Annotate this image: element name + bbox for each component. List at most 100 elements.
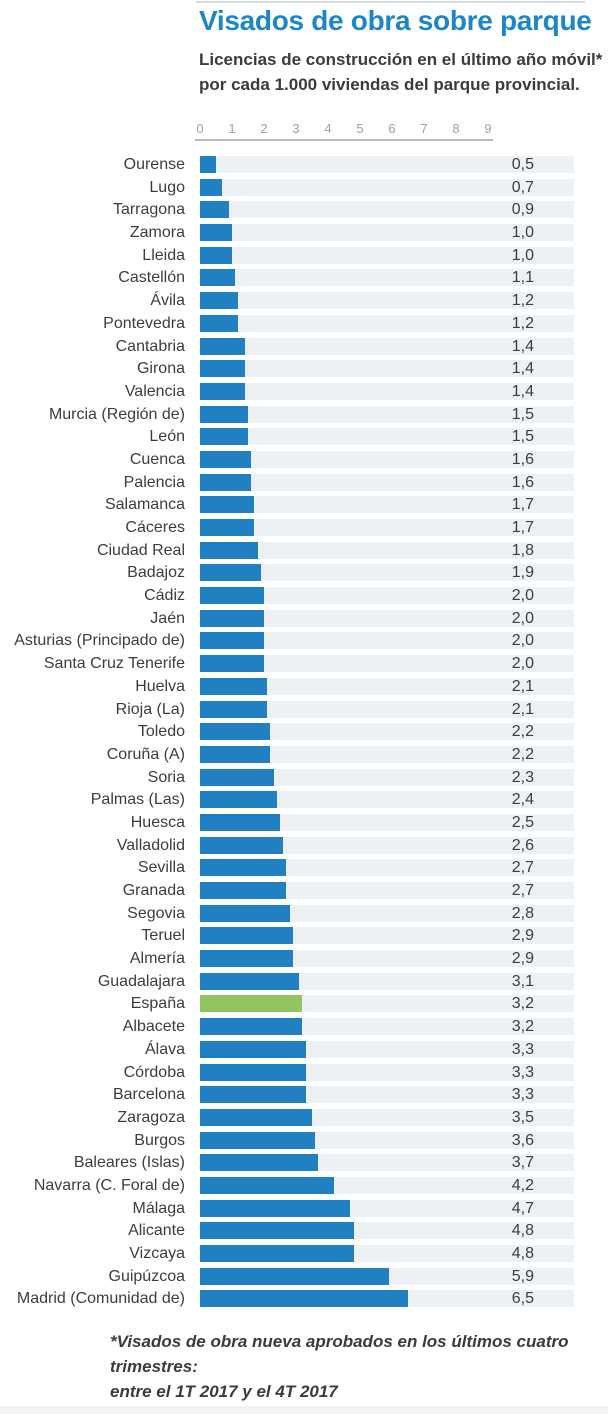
bar	[200, 655, 264, 673]
axis-tick-label: 8	[452, 121, 460, 136]
bar	[200, 723, 271, 741]
bar	[200, 519, 255, 536]
row-value: 2,2	[511, 745, 534, 763]
row-value: 1,5	[511, 428, 534, 446]
bar	[200, 405, 248, 423]
bar-track: 3,7	[200, 1154, 574, 1172]
bar-track: 2,0	[200, 655, 574, 673]
bar-track: 1,0	[200, 246, 574, 264]
chart-row: Lleida 1,0	[0, 246, 608, 264]
row-value: 2,1	[511, 677, 534, 695]
bar	[200, 1245, 354, 1262]
chart-row: Valencia 1,4	[0, 382, 608, 400]
row-label: Baleares (Islas)	[73, 1154, 185, 1172]
bar-track: 0,5	[200, 156, 574, 173]
row-value: 3,2	[511, 1018, 534, 1036]
bar-track: 2,1	[200, 677, 574, 695]
bar-track: 1,9	[200, 564, 574, 582]
chart-row: Tarragona 0,9	[0, 201, 608, 219]
bar	[200, 1267, 389, 1285]
bar-track: 1,7	[200, 519, 574, 536]
chart-row: Lugo 0,7	[0, 178, 608, 196]
bar-track: 1,6	[200, 450, 574, 468]
chart-row: Córdoba 3,3	[0, 1063, 608, 1081]
row-label: Lleida	[142, 246, 185, 264]
chart-row: Alicante 4,8	[0, 1222, 608, 1240]
row-label: Girona	[136, 360, 185, 378]
chart-row: Barcelona 3,3	[0, 1086, 608, 1104]
chart-row: Cáceres 1,7	[0, 519, 608, 536]
row-label: Segovia	[127, 904, 185, 922]
top-rule	[196, 1, 585, 3]
chart-row: Toledo 2,2	[0, 723, 608, 741]
chart-row: Palencia 1,6	[0, 473, 608, 491]
bar	[200, 564, 261, 582]
chart-row: Palmas (Las) 2,4	[0, 791, 608, 809]
chart-row: Coruña (A) 2,2	[0, 745, 608, 763]
chart-row: Pontevedra 1,2	[0, 314, 608, 332]
chart-row: Jaén 2,0	[0, 609, 608, 627]
bar	[200, 382, 245, 400]
bar-track: 1,4	[200, 360, 574, 378]
row-value: 2,1	[511, 700, 534, 718]
bar	[200, 1154, 319, 1172]
row-value: 3,3	[511, 1086, 534, 1104]
bar-track: 2,7	[200, 882, 574, 899]
bar	[200, 450, 252, 468]
row-value: 2,9	[511, 927, 534, 945]
bar-track: 1,2	[200, 292, 574, 310]
bar	[200, 1040, 306, 1058]
bar	[200, 201, 229, 219]
chart-row: Ourense 0,5	[0, 156, 608, 173]
bar	[200, 632, 264, 650]
bar-track: 4,7	[200, 1199, 574, 1217]
chart-row: Huesca 2,5	[0, 813, 608, 831]
bar-track: 3,3	[200, 1063, 574, 1081]
row-label: Palmas (Las)	[90, 791, 185, 809]
row-label: Burgos	[134, 1131, 185, 1149]
row-label: Santa Cruz Tenerife	[43, 655, 185, 673]
bar	[200, 950, 293, 968]
bar-track: 1,4	[200, 337, 574, 355]
bar	[200, 677, 268, 695]
bar	[200, 1199, 351, 1217]
row-value: 3,3	[511, 1040, 534, 1058]
bar	[200, 587, 264, 605]
row-label: Ávila	[150, 292, 185, 310]
row-label: Murcia (Región de)	[48, 405, 185, 423]
row-value: 4,8	[511, 1245, 534, 1262]
bar-track: 1,5	[200, 405, 574, 423]
chart-subtitle-line2: por cada 1.000 viviendas del parque prov…	[199, 75, 580, 94]
bar-track: 1,6	[200, 473, 574, 491]
bar	[200, 1086, 306, 1104]
row-label: León	[149, 428, 185, 446]
bar	[200, 1108, 312, 1126]
bar	[200, 813, 280, 831]
bar	[200, 972, 300, 990]
row-label: Huesca	[130, 813, 185, 831]
bar-track: 3,5	[200, 1108, 574, 1126]
axis-tick-label: 5	[356, 121, 364, 136]
row-value: 1,1	[511, 269, 534, 287]
row-value: 1,2	[511, 314, 534, 332]
bar-track: 3,6	[200, 1131, 574, 1149]
row-label: España	[130, 995, 185, 1013]
chart-row: Madrid (Comunidad de) 6,5	[0, 1290, 608, 1308]
row-label: Zaragoza	[117, 1108, 185, 1126]
row-label: Málaga	[132, 1199, 185, 1217]
row-label: Coruña (A)	[106, 745, 185, 763]
row-value: 3,7	[511, 1154, 534, 1172]
chart-row: Rioja (La) 2,1	[0, 700, 608, 718]
row-value: 2,7	[511, 882, 534, 899]
bar	[200, 995, 303, 1013]
bar	[200, 745, 271, 763]
row-value: 2,0	[511, 609, 534, 627]
row-value: 1,7	[511, 496, 534, 514]
row-label: Rioja (La)	[115, 700, 185, 718]
row-value: 1,4	[511, 360, 534, 378]
bar-track: 3,2	[200, 995, 574, 1013]
row-label: Castellón	[118, 269, 185, 287]
row-value: 1,0	[511, 224, 534, 242]
row-value: 4,7	[511, 1199, 534, 1217]
chart-row: Guipúzcoa 5,9	[0, 1267, 608, 1285]
